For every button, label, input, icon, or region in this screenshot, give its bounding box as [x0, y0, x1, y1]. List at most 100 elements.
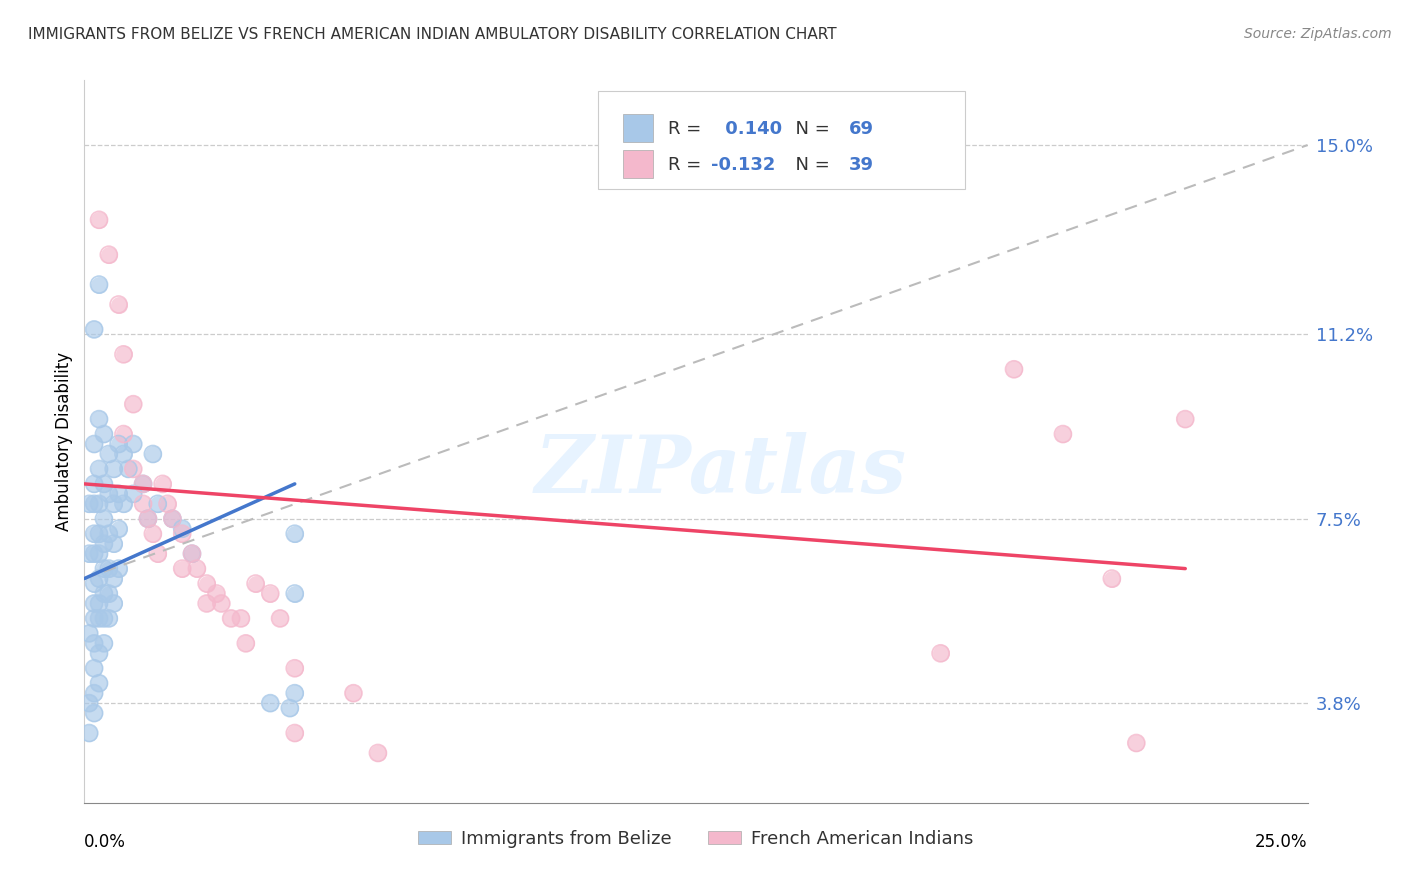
Point — [162, 512, 184, 526]
Point — [83, 526, 105, 541]
Point — [87, 412, 110, 426]
Point — [93, 476, 115, 491]
Point — [195, 576, 218, 591]
Point — [284, 686, 307, 700]
Point — [122, 487, 145, 501]
Point — [122, 462, 145, 476]
Point — [97, 561, 120, 575]
Point — [219, 611, 242, 625]
Point — [112, 427, 135, 442]
Point — [1002, 362, 1025, 376]
Point — [77, 626, 100, 640]
Point — [112, 347, 135, 361]
Point — [112, 347, 135, 361]
Point — [284, 526, 307, 541]
Point — [83, 597, 105, 611]
Point — [112, 427, 135, 442]
Point — [83, 437, 105, 451]
Point — [87, 277, 110, 292]
Point — [1052, 427, 1074, 442]
Point — [87, 597, 110, 611]
Point — [83, 636, 105, 650]
Point — [87, 676, 110, 690]
Text: Source: ZipAtlas.com: Source: ZipAtlas.com — [1244, 27, 1392, 41]
Point — [172, 561, 194, 575]
Point — [195, 576, 218, 591]
Text: N =: N = — [785, 120, 835, 137]
Point — [103, 597, 125, 611]
Point — [181, 547, 204, 561]
Point — [342, 686, 364, 700]
Point — [181, 547, 204, 561]
Point — [367, 746, 389, 760]
Point — [107, 297, 129, 311]
Point — [172, 522, 194, 536]
Text: 25.0%: 25.0% — [1256, 833, 1308, 851]
Point — [284, 726, 307, 740]
Point — [284, 661, 307, 675]
Point — [93, 636, 115, 650]
Point — [278, 701, 301, 715]
Point — [107, 487, 129, 501]
Point — [83, 497, 105, 511]
Point — [87, 277, 110, 292]
Point — [162, 512, 184, 526]
Point — [284, 726, 307, 740]
Point — [93, 561, 115, 575]
Point — [103, 462, 125, 476]
Point — [97, 586, 120, 600]
Point — [87, 462, 110, 476]
Point — [83, 636, 105, 650]
Point — [87, 611, 110, 625]
Point — [77, 497, 100, 511]
Point — [97, 248, 120, 262]
Text: ZIPatlas: ZIPatlas — [534, 432, 907, 509]
Point — [209, 597, 232, 611]
Point — [107, 522, 129, 536]
Point — [83, 322, 105, 336]
Point — [87, 597, 110, 611]
Point — [259, 586, 281, 600]
Point — [77, 497, 100, 511]
Point — [93, 512, 115, 526]
Text: 39: 39 — [849, 156, 875, 174]
Point — [83, 476, 105, 491]
Point — [83, 686, 105, 700]
Point — [136, 512, 159, 526]
Point — [181, 547, 204, 561]
Point — [209, 597, 232, 611]
Point — [152, 476, 174, 491]
Point — [142, 447, 165, 461]
Point — [83, 706, 105, 720]
Point — [132, 476, 155, 491]
Point — [83, 611, 105, 625]
Point — [77, 726, 100, 740]
Point — [83, 526, 105, 541]
Point — [107, 561, 129, 575]
Point — [97, 611, 120, 625]
Point — [1125, 736, 1147, 750]
Point — [172, 526, 194, 541]
Point — [142, 526, 165, 541]
Point — [87, 212, 110, 227]
Point — [83, 322, 105, 336]
Point — [107, 487, 129, 501]
Point — [132, 476, 155, 491]
Point — [122, 397, 145, 411]
Point — [97, 561, 120, 575]
Text: 69: 69 — [849, 120, 875, 137]
Point — [93, 512, 115, 526]
Point — [112, 497, 135, 511]
Point — [112, 447, 135, 461]
Point — [87, 547, 110, 561]
Point — [929, 646, 952, 660]
Point — [87, 212, 110, 227]
Point — [205, 586, 228, 600]
Point — [195, 597, 218, 611]
Point — [103, 497, 125, 511]
Point — [367, 746, 389, 760]
Point — [142, 447, 165, 461]
Point — [83, 547, 105, 561]
Point — [117, 462, 139, 476]
Point — [122, 437, 145, 451]
